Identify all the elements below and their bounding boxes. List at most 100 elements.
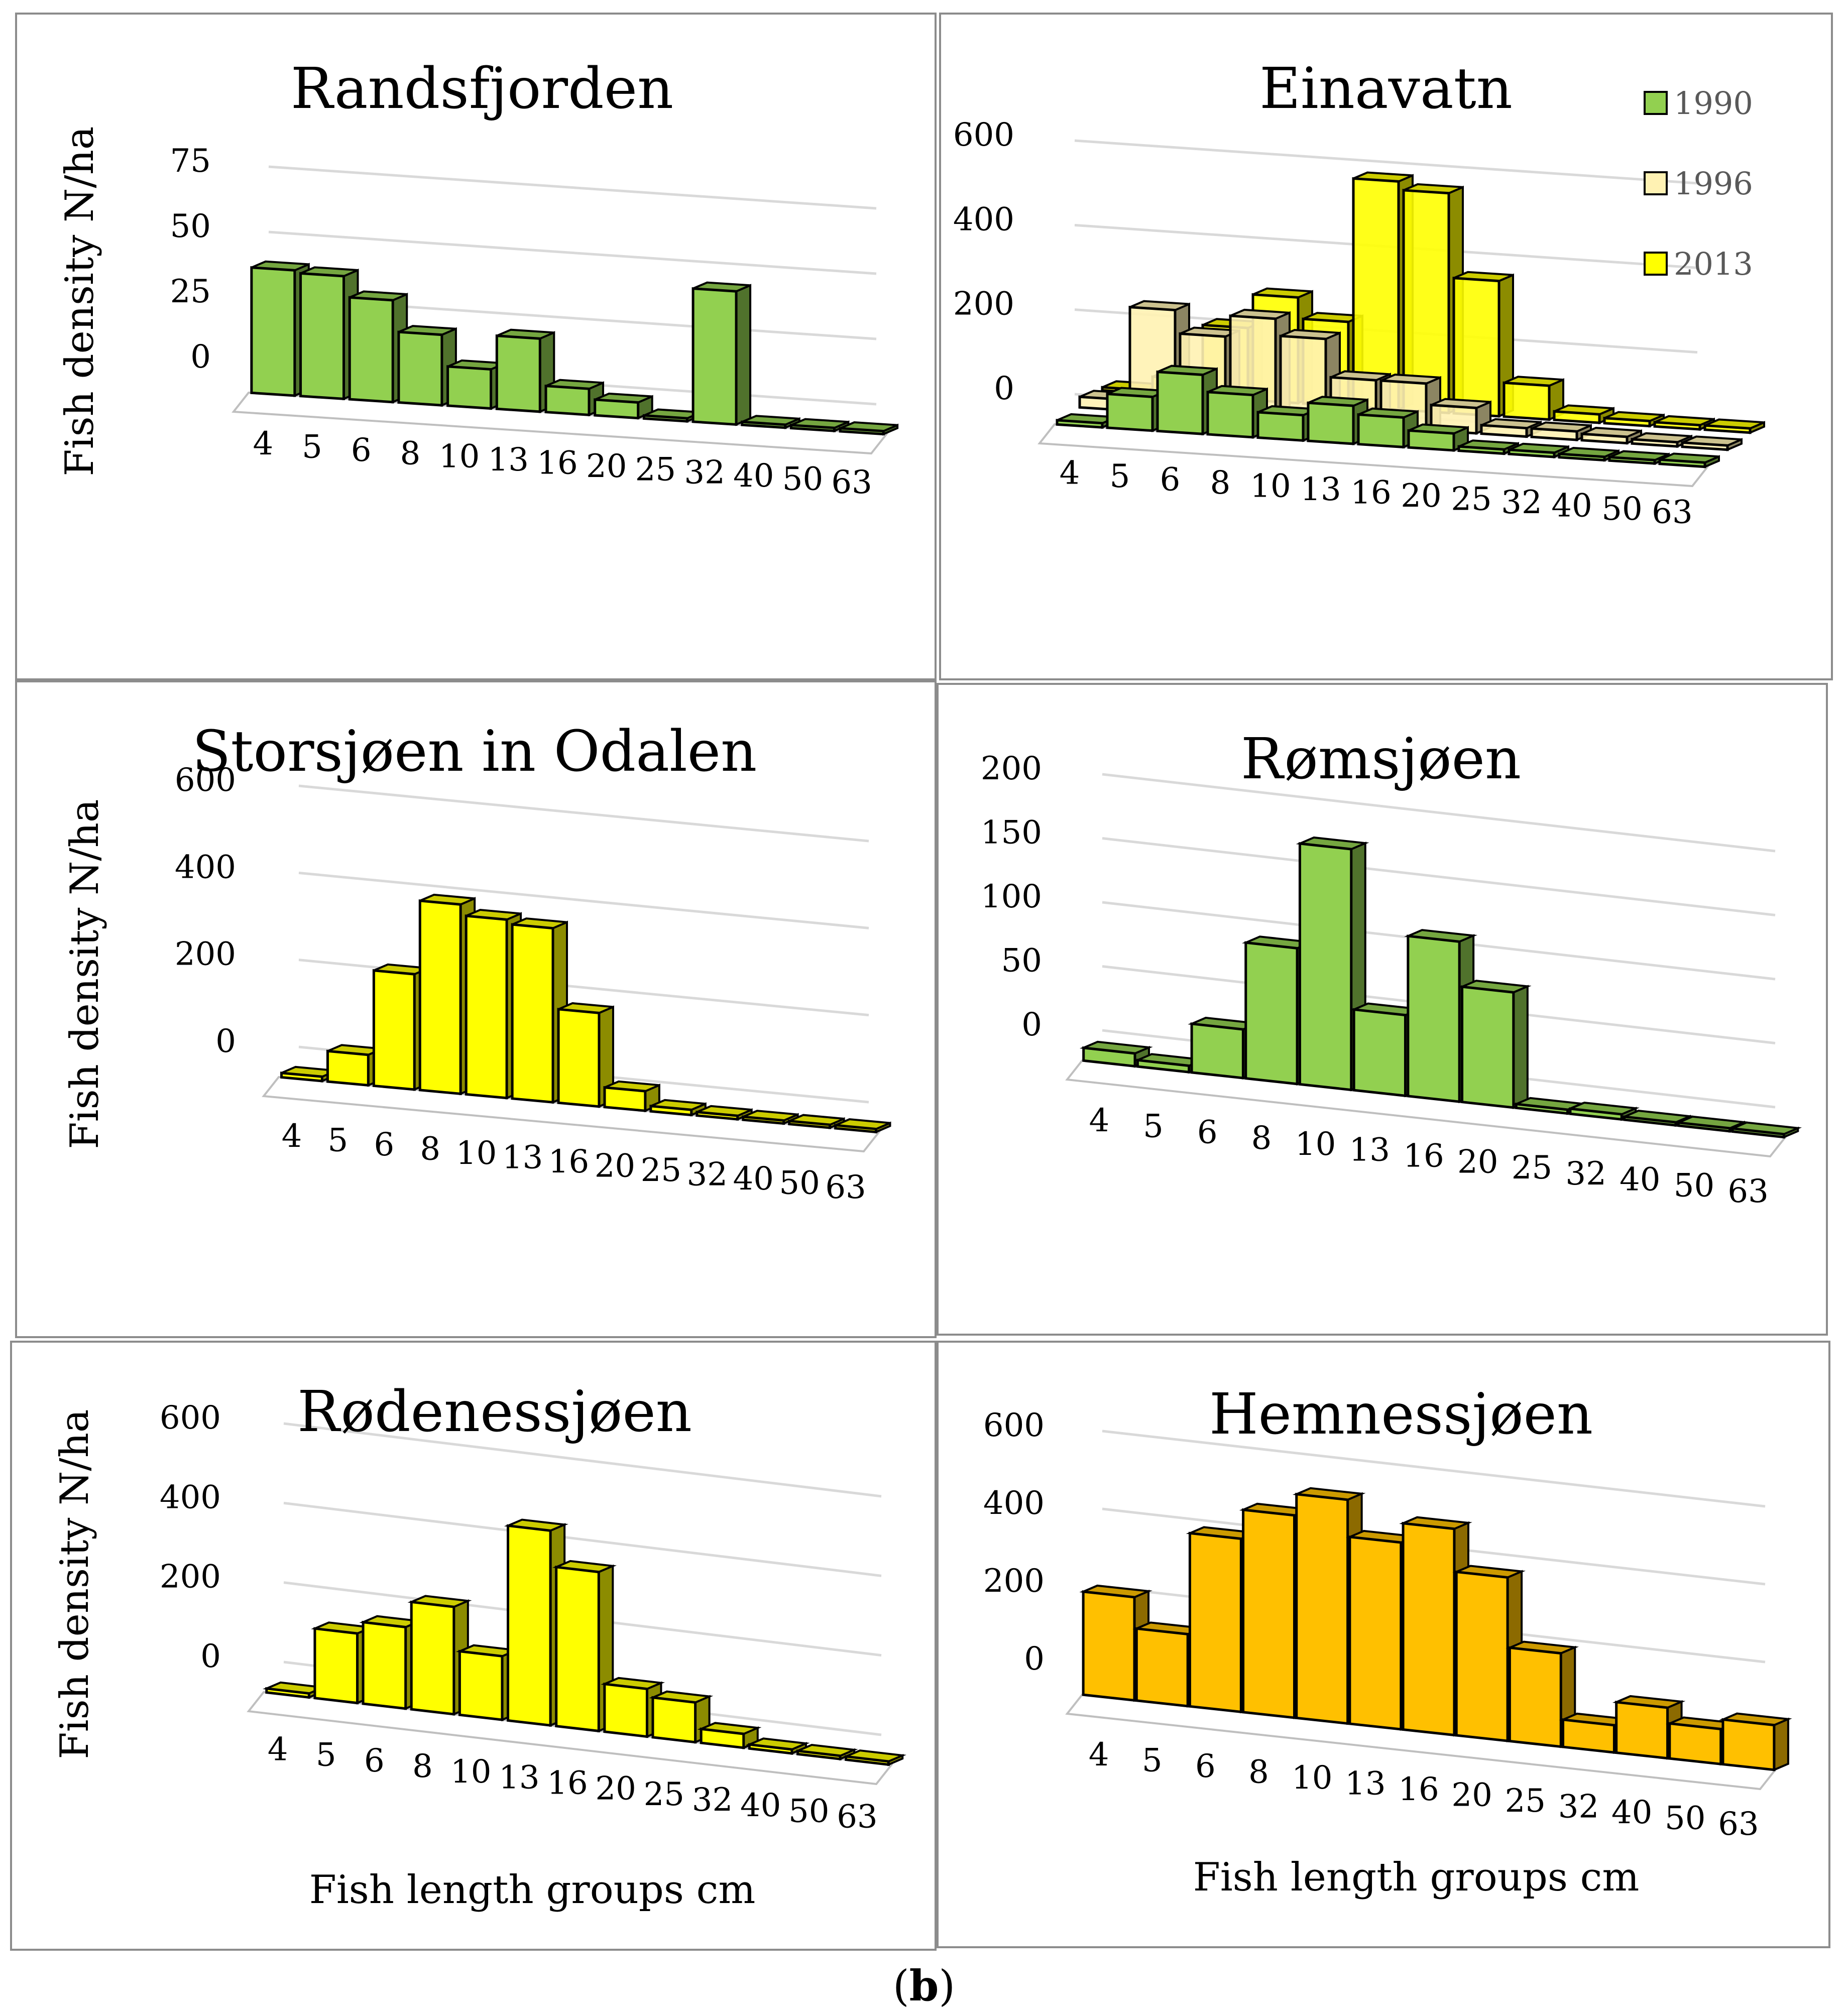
bar-front bbox=[1136, 1058, 1191, 1074]
x-tick-label: 8 bbox=[420, 1131, 440, 1168]
x-tick-label: 5 bbox=[302, 429, 322, 466]
legend-label: 2013 bbox=[1674, 246, 1753, 282]
legend-label: 1990 bbox=[1674, 85, 1753, 122]
x-tick-label: 40 bbox=[740, 1787, 781, 1824]
bar-front bbox=[1461, 985, 1515, 1109]
bar-front bbox=[1603, 416, 1651, 428]
bar-40-2013 bbox=[1612, 1695, 1686, 1760]
y-tick-label: 150 bbox=[981, 814, 1042, 852]
chart-title: Hemnessjøen bbox=[1209, 1382, 1593, 1447]
bar-front bbox=[1677, 1121, 1731, 1133]
bar-front bbox=[594, 398, 640, 420]
bar-front bbox=[280, 1072, 323, 1083]
bar-front bbox=[1569, 1107, 1623, 1121]
x-tick-label: 16 bbox=[1398, 1771, 1439, 1808]
x-tick-label: 40 bbox=[733, 457, 774, 495]
x-tick-label: 4 bbox=[268, 1731, 288, 1768]
bar-front bbox=[1135, 1627, 1189, 1708]
x-tick-label: 63 bbox=[1727, 1173, 1768, 1210]
x-tick-label: 16 bbox=[1350, 475, 1391, 512]
x-tick-label: 16 bbox=[1403, 1138, 1444, 1175]
bar-6-1990 bbox=[1156, 365, 1218, 436]
x-tick-label: 10 bbox=[456, 1135, 497, 1172]
y-tick-label: 400 bbox=[983, 1485, 1045, 1522]
x-tick-label: 10 bbox=[1292, 1759, 1332, 1797]
bar-front bbox=[1295, 1492, 1349, 1725]
x-tick-label: 63 bbox=[1718, 1806, 1759, 1843]
y-tick-label: 0 bbox=[994, 370, 1014, 407]
bar-front bbox=[362, 1620, 407, 1710]
bar-front bbox=[557, 1008, 601, 1108]
x-tick-label: 16 bbox=[548, 1143, 589, 1180]
x-tick-label: 32 bbox=[1558, 1789, 1599, 1826]
x-tick-label: 4 bbox=[1089, 1736, 1109, 1773]
x-tick-label: 10 bbox=[450, 1753, 491, 1791]
x-tick-label: 5 bbox=[1110, 458, 1130, 495]
bar-front bbox=[1615, 1701, 1669, 1760]
chart-hemnessjoen: 0 200 400 600 4 5 6 8 10 13 16 20 25 32 40 50 63 Hemnessj… bbox=[983, 1382, 1792, 1900]
gridline bbox=[268, 165, 877, 210]
bar-63-1996 bbox=[1681, 435, 1743, 451]
bar-front bbox=[1190, 1022, 1244, 1080]
x-tick-label: 63 bbox=[825, 1169, 866, 1206]
bar-front bbox=[1407, 429, 1455, 452]
chart-romsjoen: 0 50 100 150 200 4 5 6 8 10 13 16 20 25 32 40 50 63 Rømsjø… bbox=[981, 727, 1802, 1210]
bar-front bbox=[834, 1124, 877, 1134]
x-tick-label: 13 bbox=[499, 1759, 539, 1796]
legend: 1990 1996 2013 bbox=[1644, 85, 1753, 282]
bar-63-2013 bbox=[842, 1749, 906, 1766]
x-tick-label: 5 bbox=[1143, 1108, 1164, 1145]
bar-front bbox=[1731, 1127, 1785, 1139]
x-tick-label: 4 bbox=[253, 425, 273, 462]
y-tick-label: 25 bbox=[170, 273, 211, 310]
bar-front bbox=[1244, 941, 1299, 1086]
bar-4-1990 bbox=[1079, 1040, 1153, 1068]
bar-front bbox=[1703, 424, 1752, 434]
y-axis-label: Fish density N/ha bbox=[62, 799, 107, 1149]
x-tick-label: 13 bbox=[1345, 1765, 1385, 1802]
x-tick-label: 6 bbox=[351, 432, 372, 469]
bar-front bbox=[649, 1105, 693, 1117]
x-tick-label: 5 bbox=[316, 1737, 336, 1774]
y-tick-label: 200 bbox=[160, 1559, 221, 1596]
bar-front bbox=[1558, 452, 1606, 462]
bar-front bbox=[1608, 455, 1656, 465]
bar-front bbox=[603, 1086, 647, 1112]
bar-front bbox=[397, 330, 443, 407]
bar-25-2013 bbox=[1503, 376, 1564, 421]
x-tick-label: 4 bbox=[1089, 1102, 1109, 1139]
bar-front bbox=[1206, 391, 1254, 439]
bar-front bbox=[555, 1566, 600, 1733]
bar-front bbox=[741, 420, 787, 429]
bar-63-1990 bbox=[1728, 1121, 1802, 1139]
bar-25-1990 bbox=[1457, 439, 1519, 455]
bar-front bbox=[326, 1049, 370, 1087]
bar-front bbox=[845, 1755, 890, 1766]
x-tick-label: 50 bbox=[1601, 491, 1642, 528]
x-tick-label: 10 bbox=[439, 438, 480, 476]
bar-front bbox=[1653, 421, 1701, 431]
x-tick-label: 20 bbox=[1451, 1777, 1492, 1814]
x-tick-label: 40 bbox=[1620, 1161, 1660, 1199]
x-tick-label: 32 bbox=[1565, 1155, 1606, 1193]
bar-40-1990 bbox=[1558, 446, 1620, 462]
bar-13-1990 bbox=[495, 328, 555, 413]
x-tick-label: 50 bbox=[1674, 1167, 1714, 1204]
x-tick-label: 16 bbox=[547, 1765, 588, 1802]
bar-front bbox=[788, 1119, 832, 1129]
bar-front bbox=[495, 334, 541, 413]
bar-63-2013 bbox=[1719, 1712, 1792, 1771]
x-tick-label: 32 bbox=[684, 454, 725, 492]
x-tick-label: 4 bbox=[1060, 454, 1080, 492]
gridline bbox=[283, 1422, 882, 1498]
bar-front bbox=[299, 272, 345, 401]
x-tick-label: 13 bbox=[488, 441, 529, 479]
x-tick-label: 13 bbox=[1349, 1132, 1390, 1169]
x-tick-label: 50 bbox=[782, 460, 823, 498]
legend-swatch bbox=[1644, 91, 1668, 115]
bar-40-1996 bbox=[1580, 427, 1642, 445]
bar-front bbox=[1307, 401, 1355, 445]
bar-63-2013 bbox=[1703, 418, 1765, 434]
bar-front bbox=[507, 1524, 552, 1727]
